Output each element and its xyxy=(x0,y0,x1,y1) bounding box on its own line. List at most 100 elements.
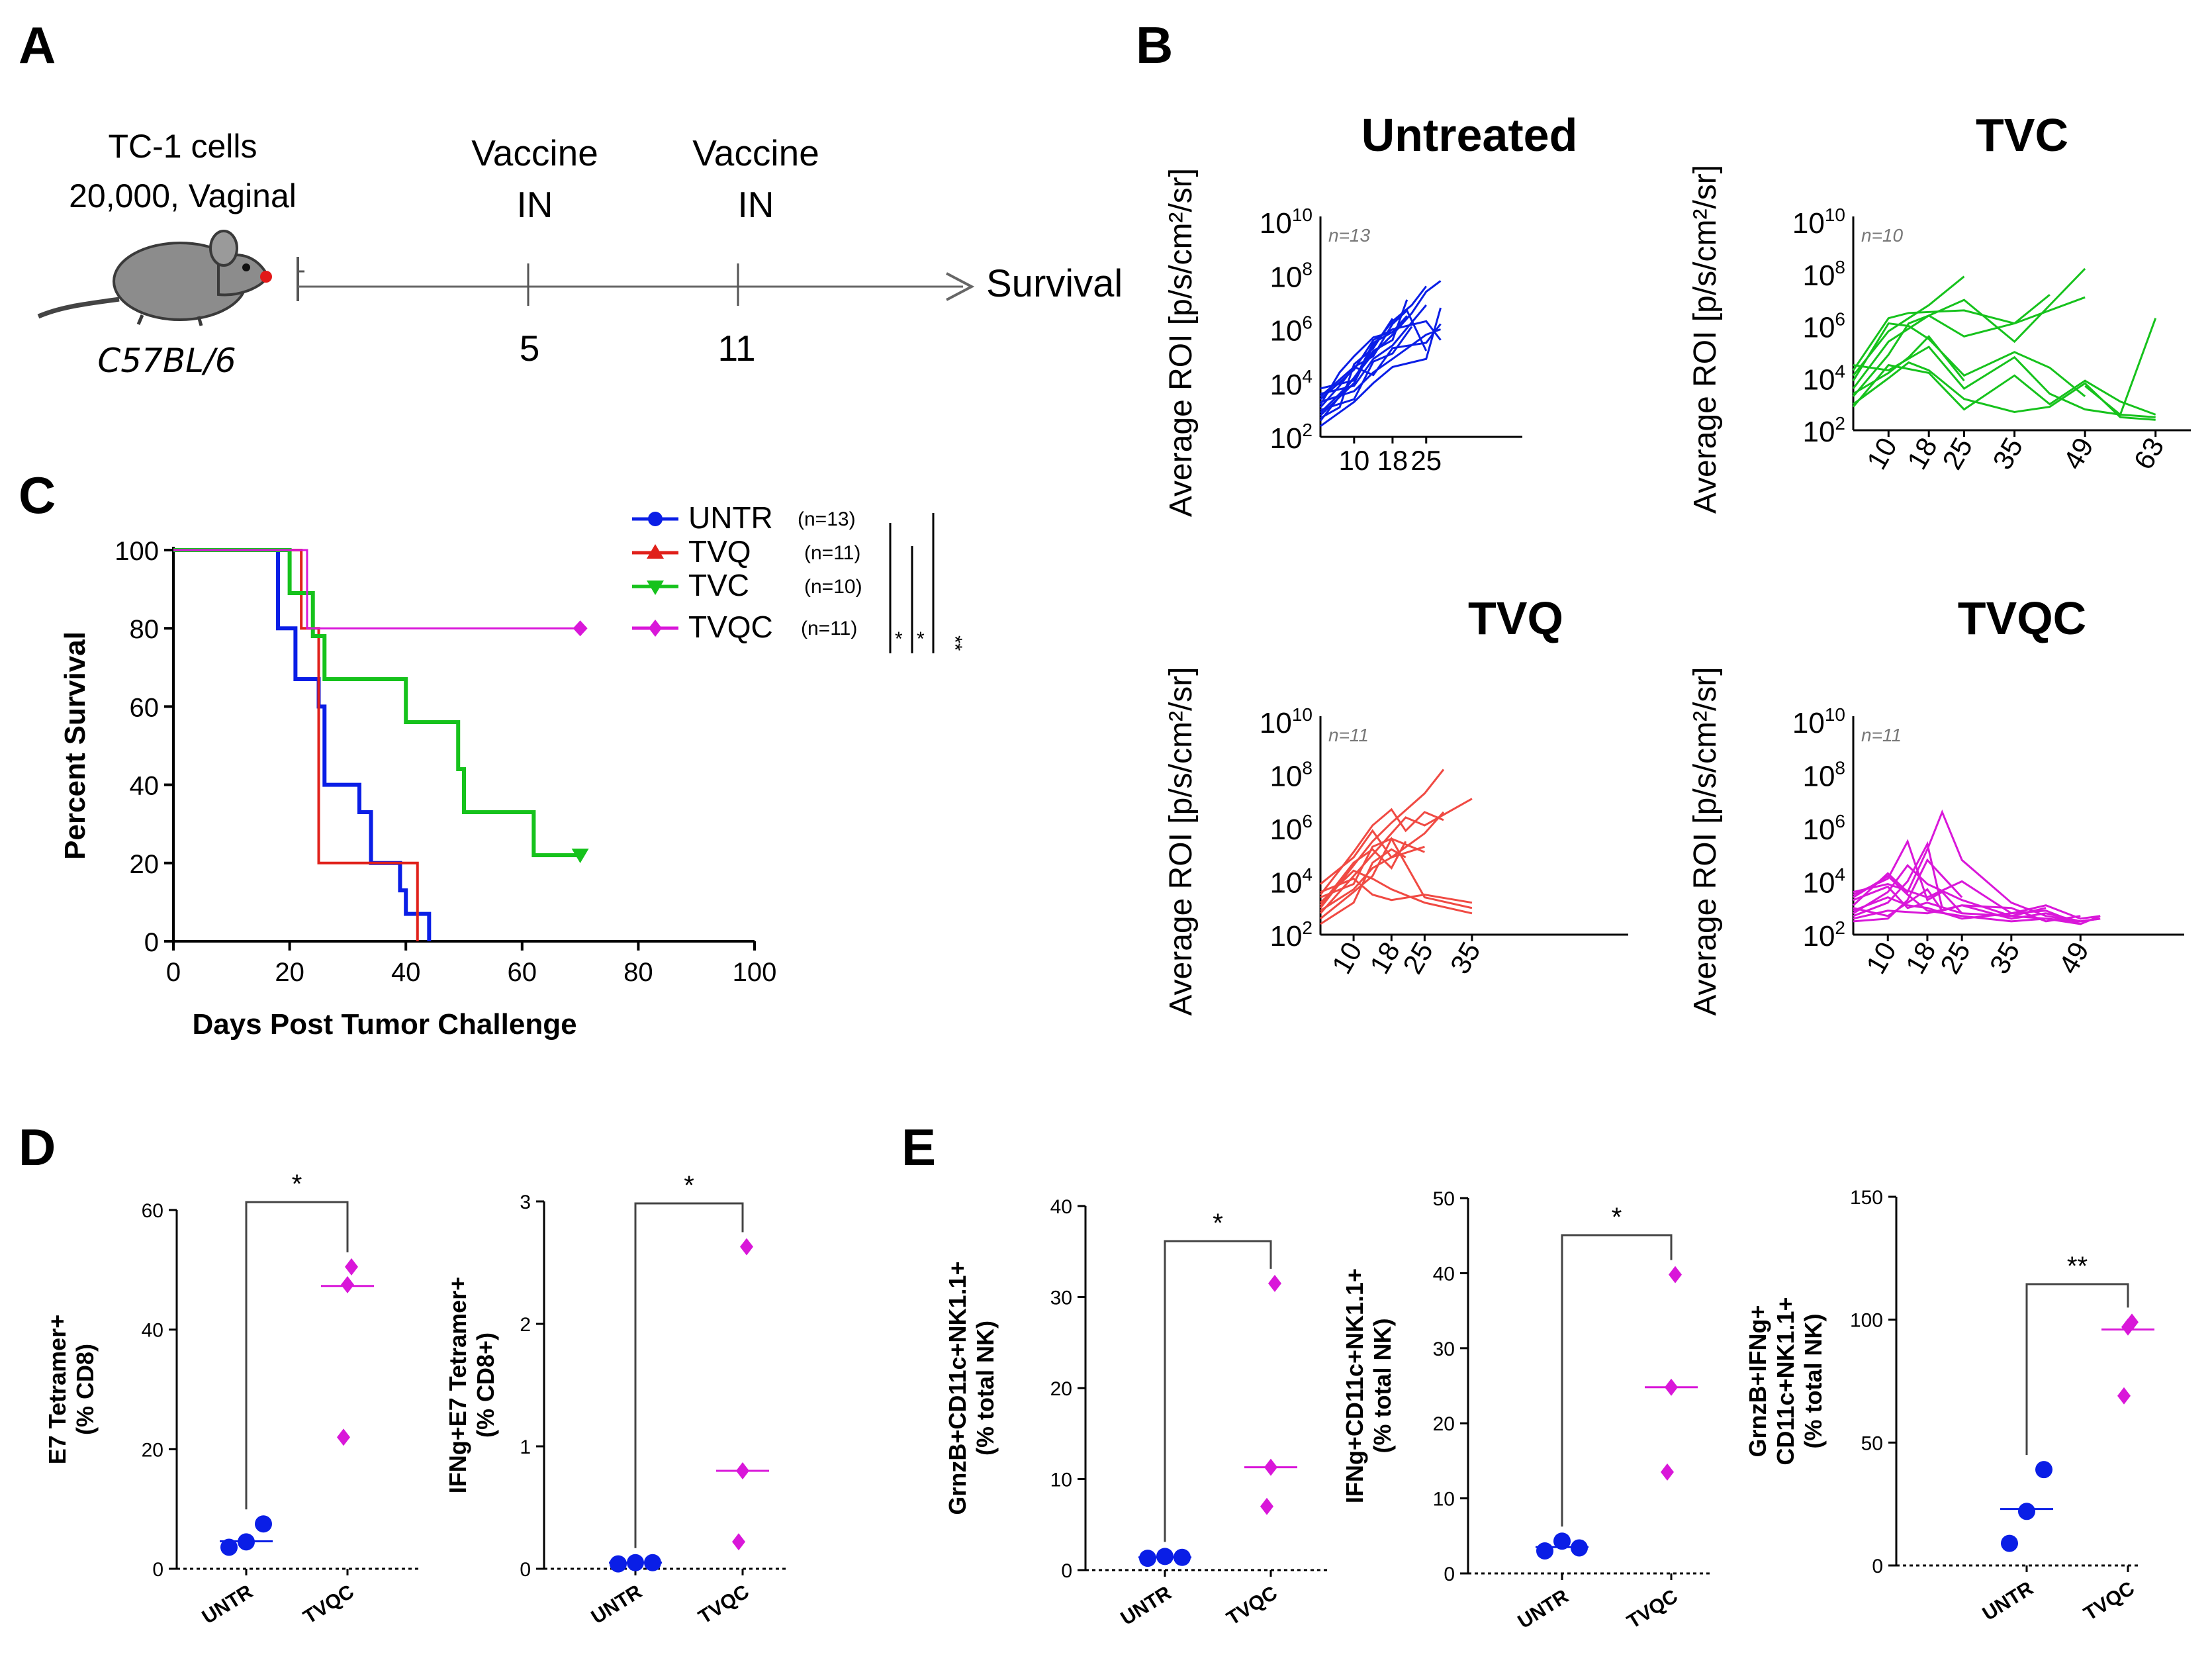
dot-y-axis-title: GrnzB+CD11c+NK1.1+ xyxy=(944,1261,971,1515)
roi-mouse-trace xyxy=(1852,275,1965,377)
dot-point-tvqc xyxy=(337,1428,350,1446)
roi-x-tick-label: 49 xyxy=(2052,937,2095,979)
roi-y-axis-title: Average ROI [p/s/cm²/sr] xyxy=(1688,667,1723,1015)
scatter-grnzb-ifng-nk: 0 50 100 150 UNTR TVQC GrnzB+IFNg+ CD11c+NK1.1+… xyxy=(1744,1187,2154,1625)
dot-y-tick-label: 40 xyxy=(1433,1263,1455,1285)
roi-plot-title: Untreated xyxy=(1361,109,1578,161)
dot-x-tick-label: UNTR xyxy=(199,1581,257,1628)
dot-point-tvqc xyxy=(740,1238,753,1256)
dot-point-untr xyxy=(1571,1539,1588,1557)
roi-x-tick-label: 25 xyxy=(1936,432,1978,475)
dot-y-tick-label: 10 xyxy=(1050,1469,1072,1491)
x-tick-label: 0 xyxy=(166,958,181,987)
dot-x-tick-label: UNTR xyxy=(588,1581,646,1628)
dot-point-untr xyxy=(1156,1548,1174,1565)
roi-plot-tvq: TVQ Average ROI [p/s/cm²/sr] 102 104 106 108 1… xyxy=(1164,592,1628,1016)
dot-y-tick-label: 40 xyxy=(1050,1196,1072,1218)
roi-mouse-trace xyxy=(2084,318,2157,416)
survival-end-marker-tvc xyxy=(571,848,589,863)
roi-plot-title: TVQC xyxy=(1958,592,2086,644)
dot-y-tick-label: 0 xyxy=(520,1559,531,1581)
vaccine2-label-line2: IN xyxy=(738,184,774,225)
y-tick-label: 20 xyxy=(130,850,160,879)
roi-mouse-trace xyxy=(1852,267,2086,397)
roi-mouse-trace xyxy=(1319,308,1428,408)
roi-mouse-trace xyxy=(1319,869,1473,915)
dot-point-untr xyxy=(238,1533,255,1551)
panel-d: D 0 20 40 60 UNTR TVQC E7 Tetramer+ (% CD8) * 0 1… xyxy=(19,1118,789,1628)
roi-mouse-trace xyxy=(1320,829,1425,885)
dot-point-untr xyxy=(1553,1532,1571,1550)
x-tick-label: 40 xyxy=(391,958,421,987)
roi-mouse-trace xyxy=(1320,323,1442,398)
roi-x-tick-label: 10 xyxy=(1861,432,1903,475)
roi-y-tick-label: 102 xyxy=(1802,917,1845,953)
legend-sig-2: * xyxy=(917,628,925,650)
survival-chart: 0 20 40 60 80 100 0 20 40 60 80 100 Days Post Tumor … xyxy=(59,537,776,1041)
roi-x-tick-label: 49 xyxy=(2057,432,2099,475)
dot-point-tvqc xyxy=(732,1533,745,1551)
roi-x-tick-label: 63 xyxy=(2127,432,2170,475)
dot-significance-label: * xyxy=(1213,1209,1223,1238)
roi-y-tick-label: 104 xyxy=(1269,864,1313,900)
legend-sig-3: ** xyxy=(944,635,966,651)
dot-significance-bracket xyxy=(1164,1240,1272,1542)
roi-n-label: n=11 xyxy=(1861,725,1902,745)
roi-mouse-trace xyxy=(1320,837,1425,899)
dot-x-tick-label: UNTR xyxy=(1117,1582,1175,1630)
legend-marker-triangle-up xyxy=(647,544,664,559)
dot-significance-label: * xyxy=(292,1170,302,1199)
dot-point-tvqc xyxy=(736,1462,749,1479)
roi-plot-tvqc: TVQC Average ROI [p/s/cm²/sr] 102 104 106 108… xyxy=(1688,592,2184,1016)
dot-point-untr xyxy=(644,1554,661,1571)
scatter-e7-tetramer: 0 20 40 60 UNTR TVQC E7 Tetramer+ (% CD8) * xyxy=(44,1170,422,1628)
scatter-grnzb-nk: 0 10 20 30 40 UNTR TVQC GrnzB+CD11c+NK1.1+ (% to… xyxy=(944,1196,1330,1630)
roi-mouse-trace xyxy=(1853,858,1963,923)
dot-y-tick-label: 10 xyxy=(1433,1489,1455,1511)
roi-x-tick-label: 25 xyxy=(1934,937,1976,979)
roi-y-tick-label: 1010 xyxy=(1260,205,1313,240)
vaccine1-label-line2: IN xyxy=(517,184,553,225)
panel-letter-b: B xyxy=(1136,16,1173,74)
dot-y-axis-title: IFNg+E7 Tetramer+ xyxy=(444,1277,471,1493)
roi-x-tick-label: 10 xyxy=(1860,937,1902,979)
dot-significance-bracket xyxy=(245,1201,349,1510)
dot-point-tvqc xyxy=(1665,1378,1678,1396)
dot-x-tick-label: TVQC xyxy=(2080,1577,2139,1625)
dot-x-tick-label: TVQC xyxy=(1624,1585,1682,1633)
dot-y-tick-label: 2 xyxy=(520,1314,531,1336)
panel-a: A TC-1 cells 20,000, Vaginal C57BL/6 Vac… xyxy=(19,16,1123,380)
legend-n-label: (n=11) xyxy=(804,542,860,564)
survival-line-tvq xyxy=(173,549,419,941)
dot-y-tick-label: 0 xyxy=(1061,1560,1072,1582)
dot-y-axis-title: GrnzB+IFNg+ xyxy=(1744,1305,1771,1457)
vaccine1-label-line1: Vaccine xyxy=(471,132,598,173)
roi-mouse-trace xyxy=(1320,811,1445,912)
x-tick-label: 60 xyxy=(508,958,537,987)
y-tick-label: 80 xyxy=(130,615,160,644)
cells-label-line2: 20,000, Vaginal xyxy=(69,177,297,214)
roi-plot-untreated: Untreated Average ROI [p/s/cm²/sr] 102 104 1… xyxy=(1164,109,1577,517)
dot-y-axis-title: (% CD8+) xyxy=(472,1332,499,1438)
roi-y-tick-label: 108 xyxy=(1802,758,1845,793)
x-tick-label: 80 xyxy=(623,958,653,987)
x-tick-label: 100 xyxy=(733,958,777,987)
roi-mouse-trace xyxy=(1320,877,1473,904)
dot-y-tick-label: 20 xyxy=(1050,1378,1072,1400)
dot-y-tick-label: 1 xyxy=(520,1436,531,1458)
dot-y-tick-label: 50 xyxy=(1433,1188,1455,1210)
legend-marker-circle xyxy=(648,512,663,526)
dot-point-tvqc xyxy=(1264,1458,1277,1476)
roi-mouse-trace xyxy=(1319,331,1393,406)
panel-letter-c: C xyxy=(19,466,56,524)
dot-point-tvqc xyxy=(2117,1387,2131,1405)
dot-point-untr xyxy=(220,1538,238,1556)
dot-y-tick-label: 60 xyxy=(142,1200,163,1222)
dot-y-tick-label: 50 xyxy=(1861,1432,1883,1454)
roi-mouse-trace xyxy=(1853,885,2047,917)
roi-x-tick-label: 35 xyxy=(1444,937,1487,979)
dot-y-axis-title: (% CD8) xyxy=(71,1344,99,1435)
dot-y-axis-title: E7 Tetramer+ xyxy=(44,1315,71,1464)
